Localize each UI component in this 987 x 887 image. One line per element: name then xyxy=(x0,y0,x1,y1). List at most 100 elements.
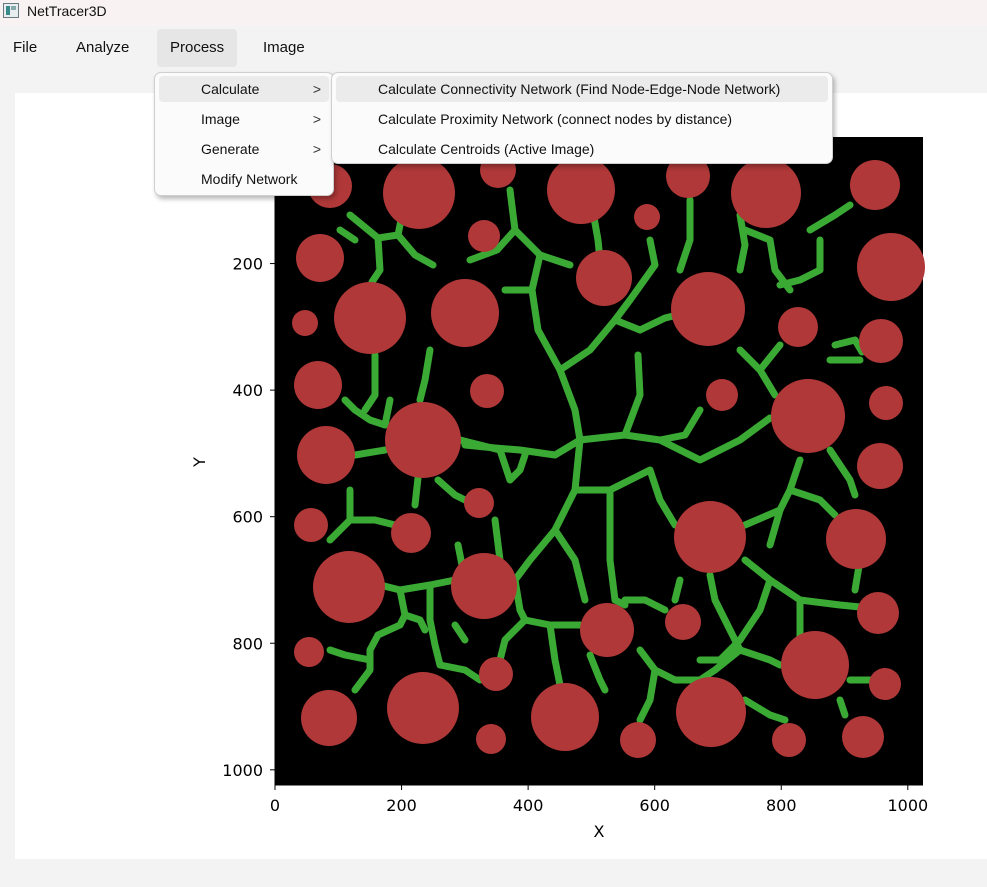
node-26 xyxy=(464,488,494,518)
edge-68 xyxy=(586,651,609,694)
menu-item-modify-network[interactable]: Modify Network xyxy=(159,166,329,192)
edge-42 xyxy=(496,446,529,484)
y-tick-label: 200 xyxy=(232,255,263,274)
node-30 xyxy=(826,509,886,569)
node-24 xyxy=(385,402,461,478)
edge-60 xyxy=(636,646,704,684)
edge-22 xyxy=(741,226,794,294)
node-34 xyxy=(580,603,634,657)
edge-72 xyxy=(611,596,629,609)
menu-item-calc-proximity[interactable]: Calculate Proximity Network (connect nod… xyxy=(336,106,828,132)
node-43 xyxy=(676,677,746,747)
axes: 0 200 400 600 800 1000 200 400 600 800 1000 xyxy=(222,137,928,815)
node-21 xyxy=(771,379,845,453)
node-45 xyxy=(620,722,656,758)
edge-1 xyxy=(368,234,384,286)
edge-46 xyxy=(411,474,422,509)
node-40 xyxy=(301,690,357,746)
edge-37 xyxy=(416,346,434,404)
title-bar: NetTracer3D xyxy=(0,0,987,26)
y-tick-label: 400 xyxy=(232,381,263,400)
edge-70 xyxy=(671,576,684,604)
edge-71 xyxy=(706,571,744,654)
edge-9 xyxy=(556,366,584,444)
node-18 xyxy=(294,361,342,409)
edge-49 xyxy=(491,516,504,564)
node-8 xyxy=(296,234,344,282)
edge-73 xyxy=(766,506,784,549)
node-28 xyxy=(391,513,431,553)
edge-30 xyxy=(741,456,804,529)
edge-26 xyxy=(756,341,784,374)
edge-69 xyxy=(621,596,669,614)
node-1 xyxy=(383,157,455,229)
edge-45 xyxy=(346,516,399,529)
edge-3 xyxy=(506,186,574,269)
x-tick-label: 600 xyxy=(639,796,670,815)
node-31 xyxy=(313,551,385,623)
edge-61 xyxy=(636,666,659,724)
edge-18 xyxy=(611,236,659,324)
node-14 xyxy=(334,282,406,354)
node-36 xyxy=(781,631,849,699)
menu-analyze[interactable]: Analyze xyxy=(76,39,130,56)
x-tick-label: 0 xyxy=(270,796,280,815)
node-7 xyxy=(850,160,900,210)
x-tick-label: 800 xyxy=(766,796,797,815)
node-20 xyxy=(706,379,738,411)
node-37 xyxy=(294,637,324,667)
edge-48 xyxy=(454,541,466,569)
edge-13 xyxy=(656,414,774,464)
edge-31 xyxy=(786,486,839,519)
menu-item-generate[interactable]: Generate > xyxy=(159,136,329,162)
node-32 xyxy=(451,553,517,619)
edge-19 xyxy=(676,196,694,274)
node-38 xyxy=(479,657,513,691)
menu-item-image-label: Image xyxy=(201,111,240,127)
edge-16 xyxy=(551,526,589,604)
edge-17 xyxy=(606,486,619,604)
y-tick-label: 1000 xyxy=(222,761,263,780)
node-39 xyxy=(869,668,901,700)
edge-36 xyxy=(336,226,359,244)
x-axis-label: X xyxy=(594,822,605,841)
node-27 xyxy=(294,508,328,542)
node-3 xyxy=(547,156,615,224)
menu-item-calc-centroids[interactable]: Calculate Centroids (Active Image) xyxy=(336,136,828,162)
menu-item-image[interactable]: Image > xyxy=(159,106,329,132)
edge-21 xyxy=(736,211,749,274)
edge-52 xyxy=(374,586,409,639)
edge-51 xyxy=(426,581,444,669)
menu-item-calculate[interactable]: Calculate > xyxy=(159,76,329,102)
node-9 xyxy=(468,220,500,252)
node-23 xyxy=(297,426,355,484)
edge-59 xyxy=(546,621,564,689)
x-tick-label: 400 xyxy=(513,796,544,815)
edge-33 xyxy=(696,576,774,664)
edge-15 xyxy=(571,466,679,529)
menu-item-calculate-label: Calculate xyxy=(201,81,260,97)
node-11 xyxy=(671,272,745,346)
node-46 xyxy=(772,723,806,757)
calculate-submenu: Calculate Connectivity Network (Find Nod… xyxy=(331,72,833,164)
menu-file[interactable]: File xyxy=(13,39,38,56)
edge-47 xyxy=(434,476,469,504)
node-29 xyxy=(674,501,746,573)
y-tick-label: 600 xyxy=(232,508,263,527)
chevron-right-icon: > xyxy=(312,111,321,127)
edge-67 xyxy=(451,621,469,644)
menu-process[interactable]: Process xyxy=(157,29,237,67)
edge-24 xyxy=(776,236,824,289)
edge-62 xyxy=(696,646,744,684)
menu-item-calc-centroids-label: Calculate Centroids (Active Image) xyxy=(378,141,595,157)
menu-item-calc-proximity-label: Calculate Proximity Network (connect nod… xyxy=(378,111,733,127)
edge-40 xyxy=(381,396,394,429)
edge-53 xyxy=(401,611,429,634)
menu-item-calc-connectivity[interactable]: Calculate Connectivity Network (Find Nod… xyxy=(336,76,828,102)
menu-image[interactable]: Image xyxy=(263,39,305,56)
node-19 xyxy=(470,374,504,408)
node-5 xyxy=(666,154,710,198)
chevron-right-icon: > xyxy=(312,81,321,97)
edge-58 xyxy=(496,616,529,664)
